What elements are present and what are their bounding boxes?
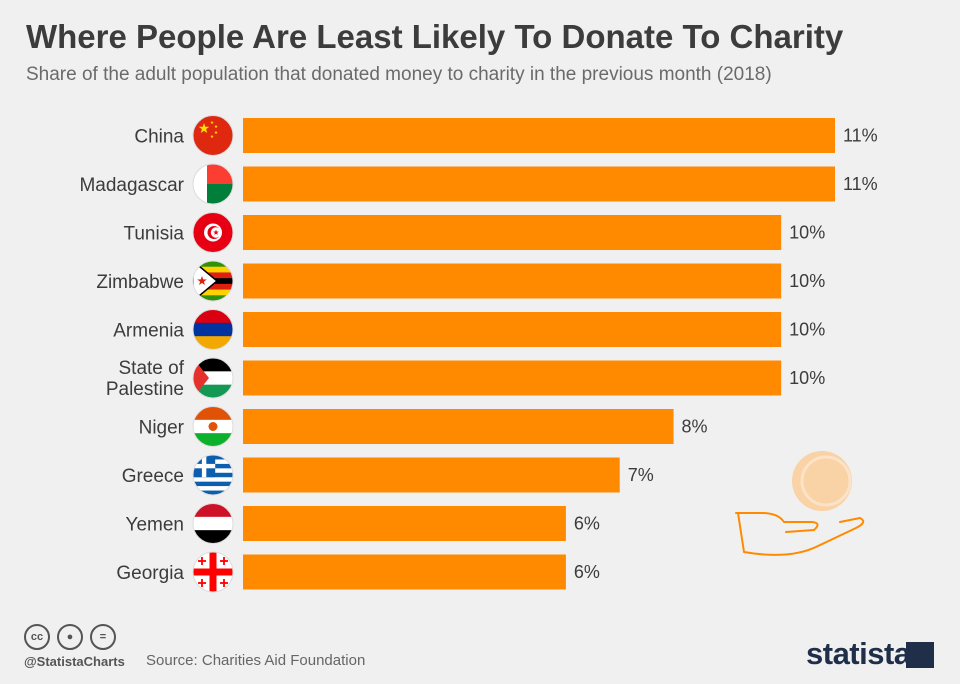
value-label-madagascar: 11% [843,174,878,194]
category-label-state-of-palestine: State of Palestine [106,358,185,400]
bar-madagascar[interactable] [243,166,835,202]
greece-flag-icon [192,454,234,496]
china-flag-icon [192,115,234,156]
footer-handle[interactable]: @StatistaCharts [24,654,125,669]
category-label-china: China [134,127,184,148]
chart-title: Where People Are Least Likely To Donate … [26,18,844,55]
attribution-icon: ● [57,624,83,650]
bar-tunisia[interactable] [243,215,782,250]
value-label-yemen: 6% [574,514,600,534]
bar-yemen[interactable] [243,506,566,541]
statista-logo[interactable]: statista [806,636,911,671]
creative-commons-icon: cc [24,624,50,650]
madagascar-flag-icon [192,163,234,205]
value-label-zimbabwe: 10% [789,271,825,291]
palestine-flag-icon [192,357,234,399]
value-label-greece: 7% [628,465,654,485]
value-label-niger: 8% [682,417,708,437]
value-label-state-of-palestine: 10% [789,368,825,388]
category-label-niger: Niger [139,418,185,439]
value-label-georgia: 6% [574,562,600,582]
bar-china[interactable] [243,118,835,153]
bar-georgia[interactable] [243,554,566,590]
value-label-armenia: 10% [789,320,825,340]
niger-flag-icon [192,406,234,447]
bar-state-of-palestine[interactable] [243,360,782,396]
bar-greece[interactable] [243,457,620,493]
yemen-flag-icon [192,503,234,544]
category-label-armenia: Armenia [113,321,184,342]
bar-niger[interactable] [243,409,674,444]
no-derivatives-icon: = [90,624,116,650]
category-label-yemen: Yemen [126,515,184,536]
footer-source: Source: Charities Aid Foundation [146,652,366,669]
tunisia-flag-icon [192,212,234,253]
bar-armenia[interactable] [243,312,782,347]
category-label-greece: Greece [122,466,184,487]
zimbabwe-flag-icon [192,260,234,302]
category-label-zimbabwe: Zimbabwe [96,272,184,293]
chart-subtitle: Share of the adult population that donat… [26,64,772,85]
armenia-flag-icon [192,309,234,350]
category-label-tunisia: Tunisia [123,224,184,245]
value-label-tunisia: 10% [789,223,825,243]
statista-logo-mark [906,642,934,668]
hand-coin-icon [735,451,865,556]
category-label-madagascar: Madagascar [79,175,184,196]
bar-zimbabwe[interactable] [243,263,782,299]
category-label-georgia: Georgia [116,563,184,584]
license-icons: cc ● = [24,624,116,650]
value-label-china: 11% [843,126,878,146]
georgia-flag-icon [192,551,234,593]
